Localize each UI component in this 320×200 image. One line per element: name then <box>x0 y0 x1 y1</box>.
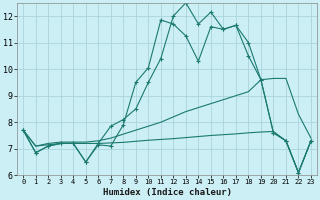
X-axis label: Humidex (Indice chaleur): Humidex (Indice chaleur) <box>103 188 232 197</box>
